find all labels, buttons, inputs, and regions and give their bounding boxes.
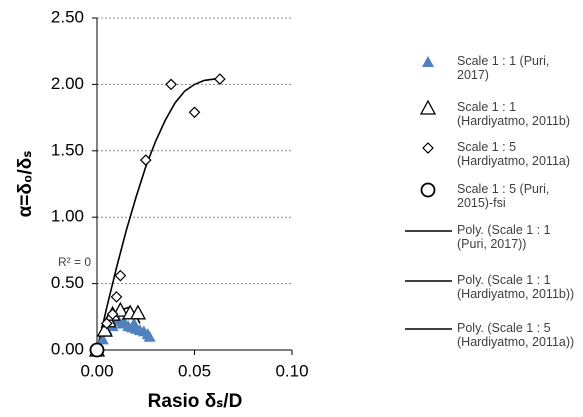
point	[188, 106, 201, 119]
legend-marker	[420, 182, 436, 198]
x-tick-label: 0.10	[275, 361, 308, 380]
legend-label: Poly. (Scale 1 : 1 (Hardiyatmo, 2011b))	[457, 273, 575, 301]
y-tick-label: 0.00	[51, 339, 84, 358]
point	[165, 78, 177, 91]
y-tick-label: 1.50	[51, 140, 84, 159]
legend-marker	[419, 99, 437, 115]
x-tick-label: 0.00	[80, 361, 113, 380]
legend-label: Poly. (Scale 1 : 5 (Hardiyatmo, 2011a))	[457, 321, 575, 349]
y-tick-label: 2.50	[51, 7, 84, 26]
y-axis-title: α=δ₀/δₛ	[15, 151, 36, 218]
x-tick-label: 0.05	[178, 361, 211, 380]
legend-label: Poly. (Scale 1 : 1 (Puri, 2017))	[457, 223, 551, 251]
point	[139, 154, 152, 166]
y-tick-label: 1.00	[51, 207, 84, 226]
point	[89, 342, 105, 358]
trendline	[96, 78, 220, 351]
y-tick-label: 2.00	[51, 74, 84, 93]
legend-label: Scale 1 : 1 (Puri, 2017)	[457, 54, 550, 82]
point	[106, 308, 119, 320]
point	[114, 269, 127, 282]
legend-marker	[422, 56, 434, 67]
legend-marker	[422, 142, 434, 154]
y-tick-label: 0.50	[51, 273, 84, 292]
point	[96, 333, 109, 345]
x-axis-title: Rasio δₛ/D	[148, 391, 243, 412]
point	[100, 317, 113, 330]
point	[110, 291, 123, 303]
point	[129, 304, 147, 320]
legend-label: Scale 1 : 1 (Hardiyatmo, 2011b)	[457, 100, 571, 128]
point	[96, 321, 113, 337]
legend-label: Scale 1 : 5 (Puri, 2015)-fsi	[457, 182, 550, 210]
point	[143, 330, 156, 342]
point	[214, 73, 226, 85]
legend-label: Scale 1 : 5 (Hardiyatmo, 2011a)	[457, 140, 571, 168]
annotation: R² = 0	[58, 255, 91, 269]
